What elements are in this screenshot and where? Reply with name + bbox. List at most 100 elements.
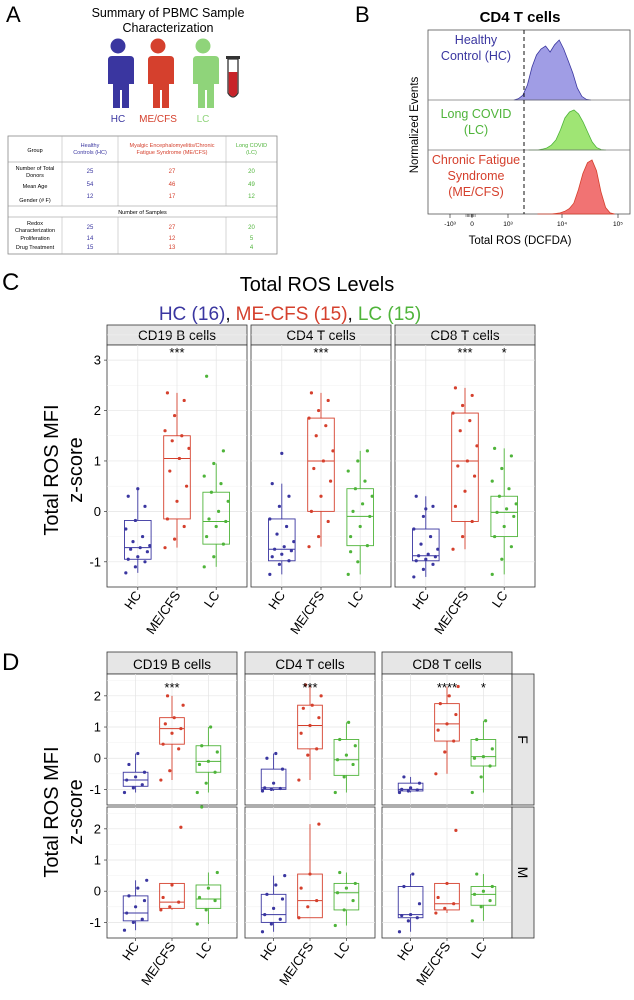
data-point	[307, 416, 311, 420]
data-point	[470, 790, 474, 795]
y-tick-label: 1	[94, 453, 101, 468]
data-point	[368, 514, 372, 519]
data-point	[265, 756, 269, 760]
data-point	[263, 786, 267, 790]
data-point	[417, 554, 421, 558]
data-point	[431, 562, 435, 566]
table-cell: 17	[169, 194, 176, 200]
data-point	[445, 881, 449, 886]
data-point	[143, 504, 147, 508]
person-label: LC	[197, 114, 210, 125]
data-point	[452, 739, 456, 743]
data-point	[289, 549, 293, 553]
box-group-lc	[490, 446, 518, 576]
data-point	[226, 499, 230, 503]
histogram-tick-label: 0	[470, 221, 474, 228]
y-tick-label: 1	[94, 853, 101, 868]
data-point	[206, 759, 210, 763]
data-point	[424, 507, 428, 511]
data-point	[165, 694, 170, 698]
data-point	[165, 391, 170, 395]
data-point	[417, 781, 422, 785]
box	[333, 739, 360, 776]
data-point	[315, 898, 319, 903]
data-point	[411, 872, 415, 876]
data-point	[142, 770, 147, 774]
table-header-cell: Long COVID (LC)	[236, 143, 267, 156]
data-point	[124, 527, 128, 531]
data-point	[122, 790, 127, 795]
data-point	[216, 509, 221, 513]
table-cell: 27	[169, 225, 176, 231]
box-group-hc	[124, 487, 152, 575]
data-point	[122, 928, 127, 932]
data-point	[197, 895, 202, 900]
data-point	[163, 722, 167, 726]
data-point	[170, 883, 174, 887]
table-row-label: Number of Total Donors	[16, 166, 55, 179]
person-icon	[106, 38, 134, 108]
legend-sep-1: ,	[225, 304, 230, 325]
data-point	[490, 479, 494, 483]
data-point	[134, 905, 138, 909]
data-point	[451, 547, 455, 551]
data-point	[165, 517, 170, 521]
data-point	[490, 884, 494, 889]
data-point	[297, 778, 301, 782]
data-point	[297, 916, 301, 920]
data-point	[283, 874, 287, 878]
y-tick-label: 2	[94, 403, 101, 418]
x-tick-label: ME/CFS	[276, 939, 317, 988]
data-point	[277, 562, 282, 566]
y-tick-label: 1	[94, 720, 101, 735]
box	[470, 739, 497, 767]
data-point	[161, 742, 165, 746]
data-point	[200, 744, 204, 748]
data-point	[274, 883, 278, 887]
significance-label: ****	[437, 680, 457, 695]
data-point	[433, 555, 437, 559]
y-tick-label: -1	[89, 915, 101, 930]
data-point	[280, 767, 285, 771]
box-group-hc	[260, 751, 287, 793]
histogram-row-label: (ME/CFS)	[448, 185, 504, 199]
data-point	[263, 913, 267, 917]
data-point	[163, 429, 167, 433]
data-point	[507, 487, 511, 491]
data-point	[133, 565, 138, 569]
data-point	[173, 413, 177, 418]
data-point	[443, 906, 447, 910]
box-group-lc	[470, 872, 497, 923]
data-point	[317, 716, 321, 720]
table-cell: 13	[169, 245, 176, 251]
data-point	[412, 575, 416, 579]
data-point	[338, 870, 342, 875]
table-cell: 12	[87, 194, 94, 200]
significance-label: ***	[302, 680, 317, 695]
data-point	[349, 534, 353, 539]
data-point	[488, 898, 492, 903]
person-head	[150, 38, 166, 54]
data-point	[205, 534, 209, 539]
data-point	[436, 547, 440, 551]
data-point	[509, 454, 513, 458]
box-group-lc	[202, 374, 230, 569]
data-point	[358, 524, 362, 529]
table-cell: 4	[250, 245, 254, 251]
panel-c: C Total ROS Levels HC (16), ME-CFS (15), L…	[2, 269, 536, 637]
box-group-lc	[195, 805, 222, 926]
data-point	[400, 913, 404, 918]
table-cell: 12	[169, 236, 176, 242]
data-point	[170, 731, 174, 735]
data-point	[500, 557, 504, 561]
data-point	[475, 872, 479, 876]
data-point	[265, 892, 269, 896]
histogram-tick-label: 10⁴	[557, 221, 567, 228]
panel-a-title-1: Summary of PBMC Sample	[92, 6, 245, 20]
x-tick-label: LC	[468, 939, 490, 961]
data-point	[475, 444, 479, 448]
facet-strip-label: CD4 T cells	[286, 328, 356, 343]
data-point	[260, 789, 265, 793]
data-point	[497, 494, 502, 498]
